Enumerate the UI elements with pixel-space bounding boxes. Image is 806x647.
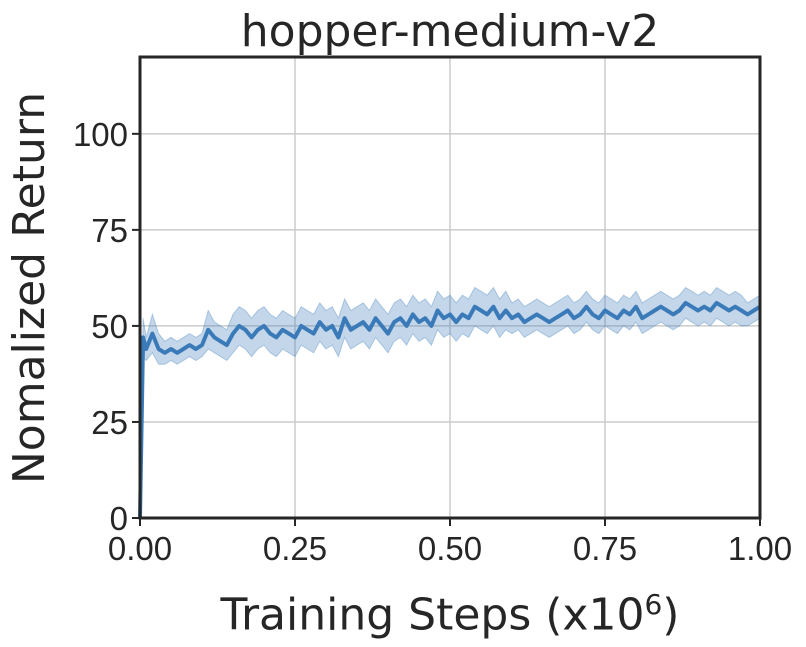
x-tick-label: 0.75 bbox=[573, 530, 637, 567]
x-axis-label-exponent: 6 bbox=[644, 588, 663, 621]
x-axis-label-text: Training Steps (x10 bbox=[220, 589, 645, 641]
y-tick-label: 25 bbox=[91, 404, 128, 441]
mean-return-line bbox=[138, 300, 762, 519]
chart-title: hopper-medium-v2 bbox=[240, 6, 660, 57]
tick-labels: 0.00 0.25 0.50 0.75 1.00 0 25 50 75 100 bbox=[73, 116, 792, 567]
y-tick-label: 100 bbox=[73, 116, 128, 153]
x-tick-label: 0.50 bbox=[418, 530, 482, 567]
x-tick-label: 0.25 bbox=[263, 530, 327, 567]
y-tick-label: 0 bbox=[110, 500, 128, 537]
grid-lines bbox=[139, 57, 761, 519]
y-tick-label: 50 bbox=[91, 308, 128, 345]
x-tick-label: 1.00 bbox=[728, 530, 792, 567]
x-axis-label-close: ) bbox=[662, 589, 680, 641]
y-tick-label: 75 bbox=[91, 212, 128, 249]
series-line-layer bbox=[138, 300, 762, 519]
x-tick-label: 0.00 bbox=[108, 530, 172, 567]
x-axis-label: Training Steps (x106) bbox=[140, 575, 760, 646]
y-axis-label: Nomalized Return bbox=[4, 91, 55, 485]
